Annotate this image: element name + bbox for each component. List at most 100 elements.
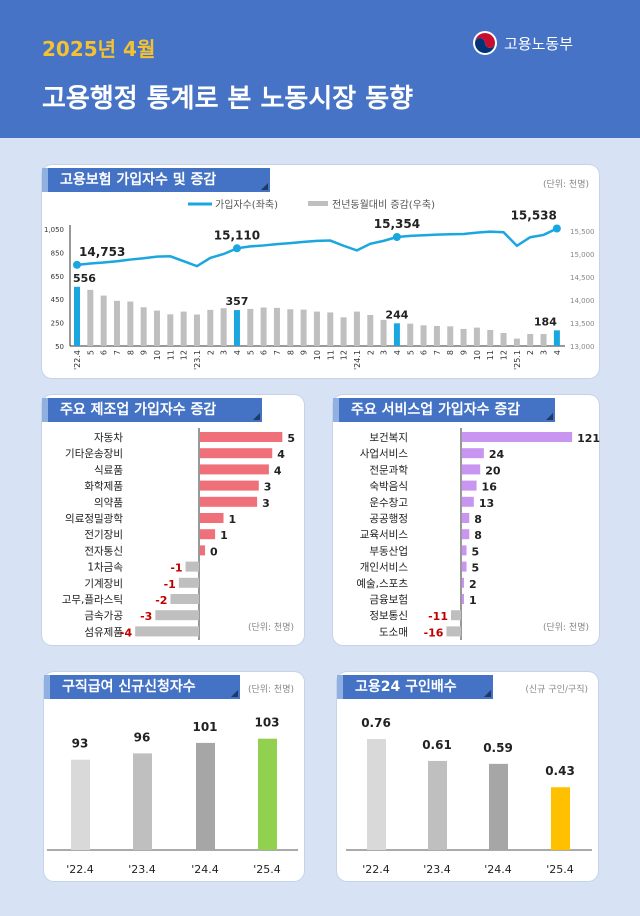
bar (185, 561, 199, 572)
value-label: -4 (120, 626, 133, 639)
bar (462, 513, 470, 523)
bar-yoy-change (140, 307, 147, 346)
value-label: 24 (489, 448, 505, 461)
bar-yoy-change (313, 311, 320, 346)
value-label: 8 (474, 513, 482, 526)
left-tick-label: 250 (51, 320, 64, 328)
panel-title: 구직급여 신규신청자수 (44, 675, 240, 699)
x-tick-label: 2 (526, 350, 535, 355)
value-label: 2 (469, 578, 477, 591)
bar (367, 739, 386, 850)
value-label: 0 (210, 545, 218, 558)
bar-yoy-change (100, 295, 107, 346)
x-tick-label: '23.4 (423, 863, 451, 876)
bar-yoy-change (513, 338, 520, 346)
category-label: 전자통신 (84, 545, 123, 557)
bar-yoy-change (553, 330, 560, 346)
bar (462, 561, 467, 572)
x-tick-label: '25.1 (513, 350, 522, 370)
left-tick-label: 50 (55, 343, 64, 351)
category-label: 전문과학 (369, 464, 408, 476)
bar (200, 448, 273, 459)
bar-data-label: 357 (225, 295, 248, 308)
category-label: 기계장비 (84, 578, 123, 590)
header: 2025년 4월 고용행정 통계로 본 노동시장 동향 고용노동부 (0, 0, 640, 138)
value-label: 4 (277, 448, 285, 461)
bar-yoy-change (300, 309, 307, 346)
value-label: -1 (164, 578, 176, 591)
left-tick-label: 450 (51, 296, 64, 304)
x-tick-label: 12 (500, 350, 509, 360)
bar-yoy-change (353, 311, 360, 346)
x-tick-label: 9 (140, 350, 149, 355)
x-tick-label: 3 (540, 350, 549, 355)
category-label: 섬유제품 (84, 626, 123, 638)
legend-line-label: 가입자수(좌축) (215, 198, 278, 211)
bar-yoy-change (113, 300, 120, 346)
line-point-highlight (73, 260, 81, 269)
line-data-label: 15,110 (214, 228, 260, 242)
bar-yoy-change (180, 311, 187, 346)
x-tick-label: 7 (113, 350, 122, 355)
bar-yoy-change (407, 323, 414, 346)
value-label: -3 (140, 610, 152, 623)
x-tick-label: 12 (180, 350, 189, 360)
category-label: 기타운송장비 (65, 448, 123, 460)
x-tick-label: '23.4 (128, 863, 156, 876)
category-label: 교육서비스 (360, 529, 409, 541)
bar-yoy-change (340, 317, 347, 346)
bar-yoy-change (380, 319, 387, 346)
bar-yoy-change (393, 323, 400, 346)
bar-yoy-change (367, 314, 374, 346)
legend-bar-label: 전년동월대비 증감(우축) (332, 199, 435, 211)
value-label: 5 (472, 545, 480, 558)
panel-title: 주요 서비스업 가입자수 증감 (333, 398, 555, 422)
value-label: 0.43 (545, 764, 575, 778)
x-tick-label: '24.4 (484, 863, 512, 876)
x-tick-label: 8 (126, 350, 135, 355)
bar-yoy-change (527, 333, 534, 346)
bar (462, 480, 477, 491)
line-point-highlight (552, 224, 561, 233)
report-month: 2025년 4월 (42, 37, 156, 61)
category-label: 금융보험 (369, 594, 408, 606)
x-tick-label: '22.4 (66, 863, 94, 876)
bar-yoy-change (500, 333, 507, 346)
x-tick-label: 2 (206, 350, 215, 355)
x-tick-label: 10 (313, 350, 322, 360)
x-tick-label: 9 (300, 350, 309, 355)
x-tick-label: 5 (246, 350, 255, 355)
bar (155, 610, 199, 621)
x-tick-label: '22.4 (73, 350, 82, 370)
value-label: -11 (428, 610, 448, 623)
category-label: 사업서비스 (360, 447, 409, 460)
bar (133, 753, 152, 850)
unit-label: (단위: 천명) (247, 623, 294, 633)
right-tick-label: 13,500 (570, 320, 595, 328)
category-label: 공공행정 (369, 513, 408, 525)
bar (462, 577, 464, 588)
unit-label: (단위: 천명) (542, 623, 589, 633)
category-label: 예술,스포츠 (356, 577, 408, 590)
value-label: 103 (254, 716, 279, 730)
category-label: 도소매 (379, 626, 408, 638)
category-label: 개인서비스 (360, 562, 409, 574)
panel-title: 고용24 구인배수 (337, 675, 493, 699)
category-label: 의약품 (94, 497, 123, 509)
left-tick-label: 650 (51, 273, 64, 281)
bar (258, 738, 277, 850)
x-tick-label: 9 (460, 350, 469, 355)
category-label: 운수창고 (369, 497, 408, 509)
line-data-label: 14,753 (79, 245, 125, 259)
category-label: 전기장비 (84, 529, 123, 541)
line-insured (76, 227, 558, 268)
ministry-logo: 고용노동부 (472, 30, 573, 56)
bar (170, 594, 199, 604)
bar (200, 496, 258, 507)
value-label: -2 (155, 594, 167, 607)
bar (200, 480, 259, 491)
x-tick-label: '25.4 (546, 863, 574, 876)
category-label: 화학제품 (84, 481, 123, 493)
bar-yoy-change (327, 312, 334, 346)
